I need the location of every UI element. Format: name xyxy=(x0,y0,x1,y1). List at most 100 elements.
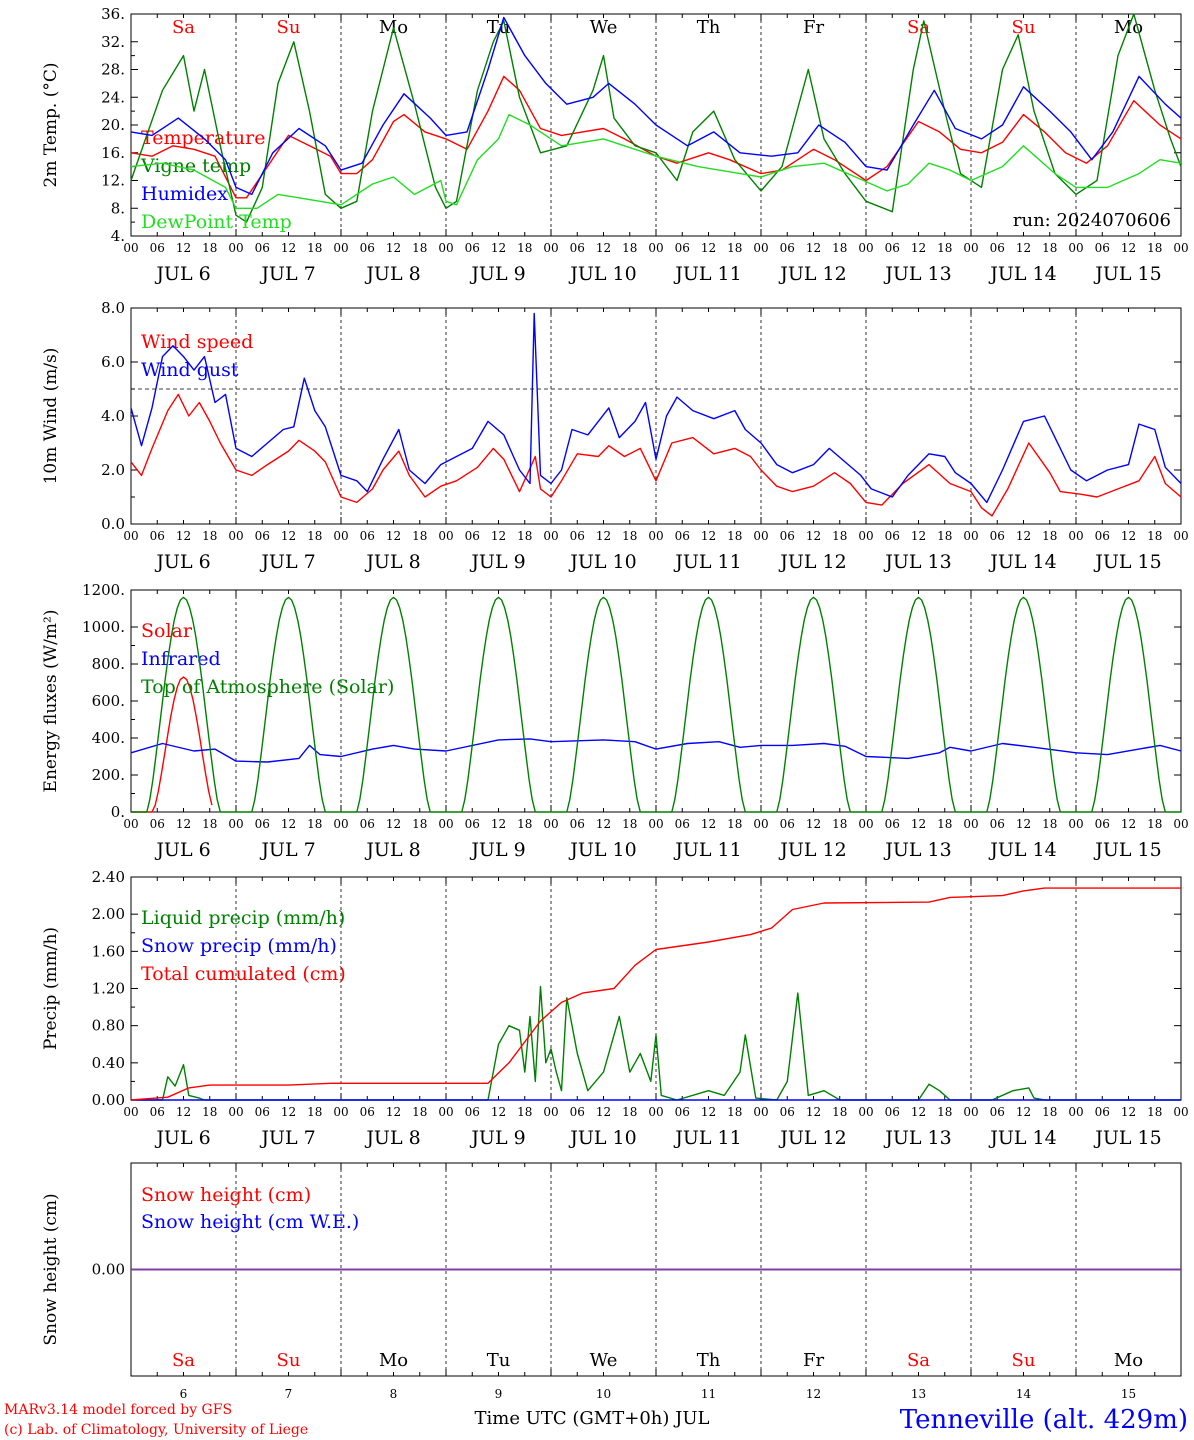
x-tick-label: 00 xyxy=(123,817,138,831)
x-tick-label: 06 xyxy=(465,817,480,831)
x-tick-label: 18 xyxy=(307,817,322,831)
y-tick-label: 200. xyxy=(92,766,125,784)
x-tick-label: 00 xyxy=(648,241,663,255)
x-tick-label: 12 xyxy=(491,1105,506,1119)
date-label: JUL 11 xyxy=(673,263,741,285)
series-line-2 xyxy=(130,16,1182,196)
x-tick-label: 00 xyxy=(228,529,243,543)
x-tick-label: 00 xyxy=(438,241,453,255)
x-tick-label: 00 xyxy=(753,241,768,255)
date-label: JUL 13 xyxy=(883,263,951,285)
weekday-label: Su xyxy=(1012,1350,1036,1371)
x-tick-label: 00 xyxy=(333,1105,348,1119)
x-tick-label: 06 xyxy=(1095,1105,1110,1119)
date-label: JUL 15 xyxy=(1093,839,1161,861)
x-tick-label: 12 xyxy=(806,529,821,543)
x-tick-label: 18 xyxy=(202,241,217,255)
x-tick-label: 00 xyxy=(333,817,348,831)
x-tick-label: 12 xyxy=(596,241,611,255)
weekday-label: Su xyxy=(277,17,301,38)
x-tick-label: 12 xyxy=(596,1105,611,1119)
x-tick-label: 06 xyxy=(465,529,480,543)
date-label: JUL 12 xyxy=(778,1127,846,1149)
series-line-0 xyxy=(130,393,1182,517)
x-tick-label: 06 xyxy=(675,1105,690,1119)
x-tick-label: 00 xyxy=(543,529,558,543)
day-number-label: 8 xyxy=(390,1387,398,1401)
x-tick-label: 12 xyxy=(281,241,296,255)
x-tick-label: 12 xyxy=(386,817,401,831)
x-tick-label: 12 xyxy=(176,1105,191,1119)
x-tick-label: 12 xyxy=(491,817,506,831)
x-tick-label: 06 xyxy=(255,817,270,831)
run-annotation: run: 2024070606 xyxy=(1013,210,1171,231)
weekday-label: Su xyxy=(277,1350,301,1371)
day-number-label: 6 xyxy=(180,1387,188,1401)
weekday-label: Tu xyxy=(487,1350,511,1371)
x-tick-label: 12 xyxy=(701,241,716,255)
weekday-label: Th xyxy=(697,17,721,38)
date-label: JUL 12 xyxy=(778,263,846,285)
x-tick-label: 00 xyxy=(123,529,138,543)
date-label: JUL 13 xyxy=(883,551,951,573)
date-label: JUL 10 xyxy=(568,1127,636,1149)
x-tick-label: 06 xyxy=(990,1105,1005,1119)
x-tick-label: 00 xyxy=(1068,1105,1083,1119)
x-tick-label: 12 xyxy=(806,1105,821,1119)
x-tick-label: 12 xyxy=(701,1105,716,1119)
y-tick-label: 1.20 xyxy=(92,980,125,998)
x-tick-label: 18 xyxy=(307,1105,322,1119)
date-label: JUL 14 xyxy=(988,839,1056,861)
x-tick-label: 12 xyxy=(911,529,926,543)
x-tick-label: 12 xyxy=(596,817,611,831)
x-tick-label: 12 xyxy=(281,817,296,831)
y-tick-label: 600. xyxy=(92,692,125,710)
x-tick-label: 18 xyxy=(202,529,217,543)
weekday-label: Sa xyxy=(907,1350,930,1371)
series-line-0 xyxy=(131,985,1181,1101)
y-axis-label: Snow height (cm) xyxy=(41,1193,61,1345)
panel-4: 0.00 0.40 0.80 1.20 1.60 2.00 2.40 Precip (mm/h… xyxy=(41,868,1189,1149)
x-tick-label: 18 xyxy=(832,241,847,255)
date-label: JUL 8 xyxy=(364,1127,420,1149)
x-tick-label: 00 xyxy=(543,1105,558,1119)
y-tick-label: 400. xyxy=(92,729,125,747)
x-tick-label: 00 xyxy=(1068,241,1083,255)
x-tick-label: 06 xyxy=(360,529,375,543)
x-tick-label: 00 xyxy=(648,817,663,831)
series-line-1 xyxy=(130,13,1182,223)
x-tick-label: 00 xyxy=(1068,817,1083,831)
weekday-label: Sa xyxy=(172,17,195,38)
x-tick-label: 12 xyxy=(701,817,716,831)
weekday-label: Fr xyxy=(803,17,824,38)
x-tick-label: 06 xyxy=(150,529,165,543)
date-label: JUL 9 xyxy=(469,839,525,861)
weekday-label: Mo xyxy=(1114,1350,1143,1371)
day-number-label: 15 xyxy=(1121,1387,1136,1401)
date-label: JUL 10 xyxy=(568,263,636,285)
x-tick-label: 12 xyxy=(281,1105,296,1119)
series-line-1 xyxy=(130,738,1182,763)
x-tick-label: 18 xyxy=(937,1105,952,1119)
x-tick-label: 12 xyxy=(1121,241,1136,255)
date-label: JUL 15 xyxy=(1093,1127,1161,1149)
x-tick-label: 12 xyxy=(176,241,191,255)
x-tick-label: 18 xyxy=(727,817,742,831)
x-tick-label: 12 xyxy=(1121,1105,1136,1119)
y-tick-label: 4.0 xyxy=(101,407,125,425)
date-label: JUL 11 xyxy=(673,839,741,861)
legend-label: Liquid precip (mm/h) xyxy=(141,907,345,929)
y-tick-label: 1000. xyxy=(82,618,125,636)
y-tick-label: 32. xyxy=(101,33,125,51)
x-tick-label: 06 xyxy=(780,817,795,831)
panel-1: 4. 8. 12. 16. 20. 24. 28. 32. 36. 2m Temp. (°C) 00… xyxy=(41,5,1189,285)
x-tick-label: 00 xyxy=(333,241,348,255)
x-tick-label: 12 xyxy=(386,1105,401,1119)
x-tick-label: 18 xyxy=(622,817,637,831)
day-number-label: 13 xyxy=(911,1387,926,1401)
x-tick-label: 00 xyxy=(228,241,243,255)
legend-label: Snow height (cm) xyxy=(141,1184,311,1206)
x-tick-label: 12 xyxy=(491,241,506,255)
day-number-label: 11 xyxy=(701,1387,716,1401)
x-tick-label: 18 xyxy=(937,529,952,543)
